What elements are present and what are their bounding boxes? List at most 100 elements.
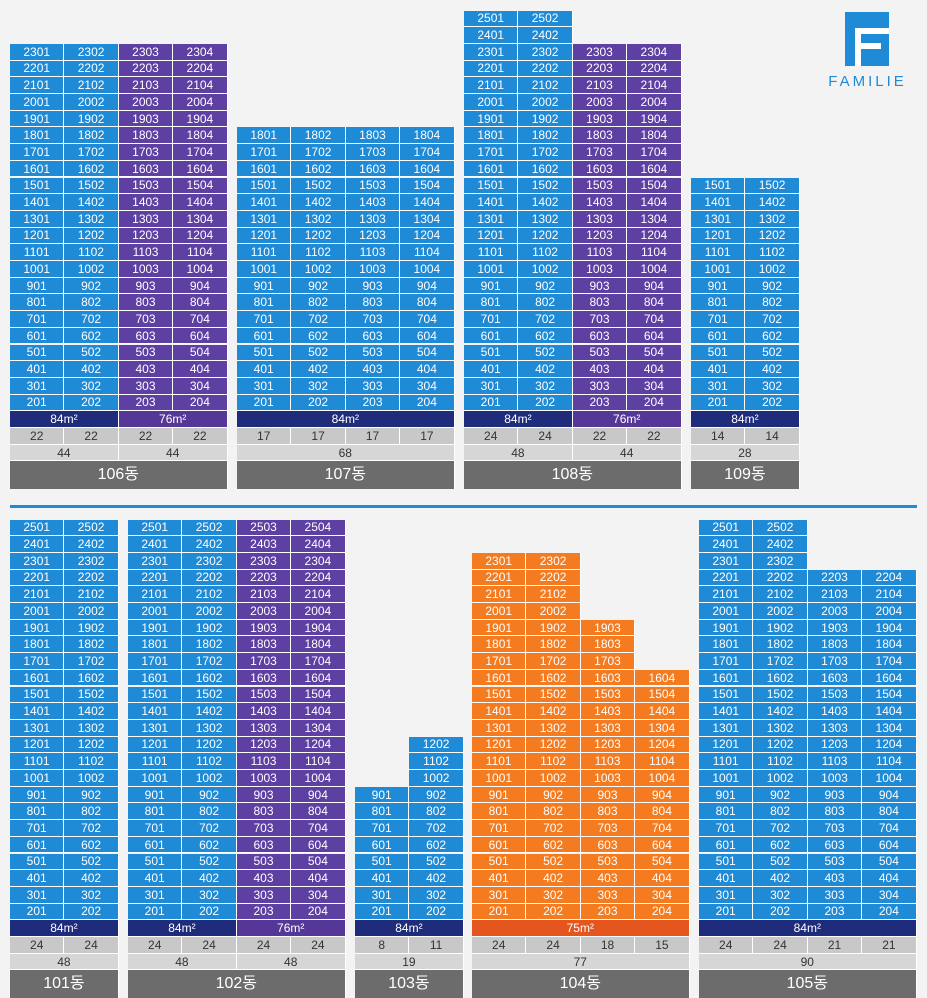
unit-cell: 1401 xyxy=(699,703,754,720)
area-band: 84m² xyxy=(128,920,237,937)
unit-cell: 1402 xyxy=(526,703,581,720)
unit-cell: 1602 xyxy=(518,160,573,178)
unit-cell: 1104 xyxy=(862,753,917,770)
unit-cell: 1404 xyxy=(173,194,228,211)
unit-cell: 1701 xyxy=(10,144,65,161)
unit-cell: 302 xyxy=(182,886,237,904)
unit-cell: 801 xyxy=(691,294,746,312)
unit-cell: 602 xyxy=(64,836,119,854)
unit-cell: 1402 xyxy=(64,194,119,211)
unit-cell: 2004 xyxy=(627,94,682,111)
unit-cell: 604 xyxy=(400,327,455,345)
unit-cell: 1803 xyxy=(236,636,292,654)
unit-cell: 1303 xyxy=(236,719,292,737)
unit-cell: 1502 xyxy=(291,177,346,195)
unit-cell: 2004 xyxy=(173,94,228,111)
unit-cell: 1904 xyxy=(862,619,917,637)
unit-cell: 1502 xyxy=(753,686,808,704)
unit-cell: 1702 xyxy=(182,653,237,670)
unit-cell: 803 xyxy=(572,294,628,312)
unit-cell: 2001 xyxy=(128,603,183,620)
unit-cell: 902 xyxy=(518,277,573,295)
unit-cell: 1801 xyxy=(699,636,754,654)
unit-cell: 704 xyxy=(862,820,917,837)
unit-cell: 1201 xyxy=(472,736,527,754)
unit-cell: 1803 xyxy=(580,636,636,654)
unit-count: 11 xyxy=(409,937,464,954)
unit-cell: 702 xyxy=(409,820,464,837)
unit-cell: 1603 xyxy=(118,160,174,178)
unit-cell: 1802 xyxy=(518,127,573,145)
unit-cell: 1301 xyxy=(128,719,183,737)
unit-cell: 901 xyxy=(10,277,65,295)
area-band: 84m² xyxy=(10,920,119,937)
unit-cell: 702 xyxy=(64,311,119,328)
unit-cell: 403 xyxy=(572,361,628,378)
unit-cell: 401 xyxy=(699,870,754,887)
unit-cell: 1703 xyxy=(572,144,628,161)
unit-cell: 2204 xyxy=(862,569,917,587)
unit-cell: 1503 xyxy=(236,686,292,704)
unit-cell: 1401 xyxy=(464,194,519,211)
unit-cell: 301 xyxy=(128,886,183,904)
unit-cell: 1102 xyxy=(182,753,237,770)
unit-cell: 903 xyxy=(345,277,401,295)
unit-cell: 904 xyxy=(173,277,228,295)
unit-cell: 602 xyxy=(409,836,464,854)
unit-cell: 904 xyxy=(635,786,690,804)
unit-cell: 1003 xyxy=(572,261,628,278)
unit-cell: 401 xyxy=(472,870,527,887)
unit-cell: 402 xyxy=(518,361,573,378)
unit-cell: 1703 xyxy=(236,653,292,670)
unit-cell: 2302 xyxy=(64,552,119,570)
unit-cell: 2002 xyxy=(526,603,581,620)
unit-count: 24 xyxy=(472,937,527,954)
unit-cell: 2203 xyxy=(118,60,174,78)
area-band: 75m² xyxy=(472,920,690,937)
unit-cell: 1403 xyxy=(345,194,401,211)
unit-cell: 1801 xyxy=(472,636,527,654)
unit-cell: 1304 xyxy=(291,719,346,737)
unit-cell: 403 xyxy=(580,870,636,887)
unit-cell: 2201 xyxy=(464,60,519,78)
unit-cell: 1304 xyxy=(627,210,682,228)
unit-cell: 1102 xyxy=(64,753,119,770)
unit-cell: 2501 xyxy=(699,519,754,537)
unit-cell: 2301 xyxy=(699,552,754,570)
unit-cell: 2203 xyxy=(572,60,628,78)
unit-cell: 601 xyxy=(355,836,410,854)
unit-cell: 2201 xyxy=(10,60,65,78)
type-total: 19 xyxy=(355,953,464,971)
type-total: 28 xyxy=(691,444,800,462)
unit-cell: 1104 xyxy=(400,244,455,261)
unit-cell: 704 xyxy=(400,311,455,328)
unit-cell: 1204 xyxy=(862,736,917,754)
unit-cell: 2001 xyxy=(10,603,65,620)
unit-cell: 1601 xyxy=(10,669,65,687)
unit-cell: 2302 xyxy=(526,552,581,570)
unit-cell: 601 xyxy=(464,327,519,345)
unit-cell: 602 xyxy=(753,836,808,854)
unit-cell: 1703 xyxy=(807,653,863,670)
unit-cell: 1103 xyxy=(580,753,636,770)
unit-cell: 1304 xyxy=(400,210,455,228)
unit-cell: 2303 xyxy=(236,552,292,570)
unit-cell: 2501 xyxy=(128,519,183,537)
unit-cell: 2102 xyxy=(182,586,237,603)
unit-cell: 1901 xyxy=(472,619,527,637)
unit-cell: 1902 xyxy=(526,619,581,637)
unit-cell: 201 xyxy=(237,394,292,412)
unit-cell: 1603 xyxy=(236,669,292,687)
unit-cell: 702 xyxy=(518,311,573,328)
unit-cell: 2504 xyxy=(291,519,346,537)
unit-cell: 1704 xyxy=(862,653,917,670)
unit-cell: 1502 xyxy=(64,686,119,704)
unit-cell: 302 xyxy=(753,886,808,904)
unit-cell: 304 xyxy=(400,377,455,395)
unit-cell: 701 xyxy=(464,311,519,328)
unit-cell: 802 xyxy=(753,803,808,821)
unit-cell: 1001 xyxy=(472,770,527,787)
unit-cell: 704 xyxy=(291,820,346,837)
unit-cell: 1804 xyxy=(173,127,228,145)
